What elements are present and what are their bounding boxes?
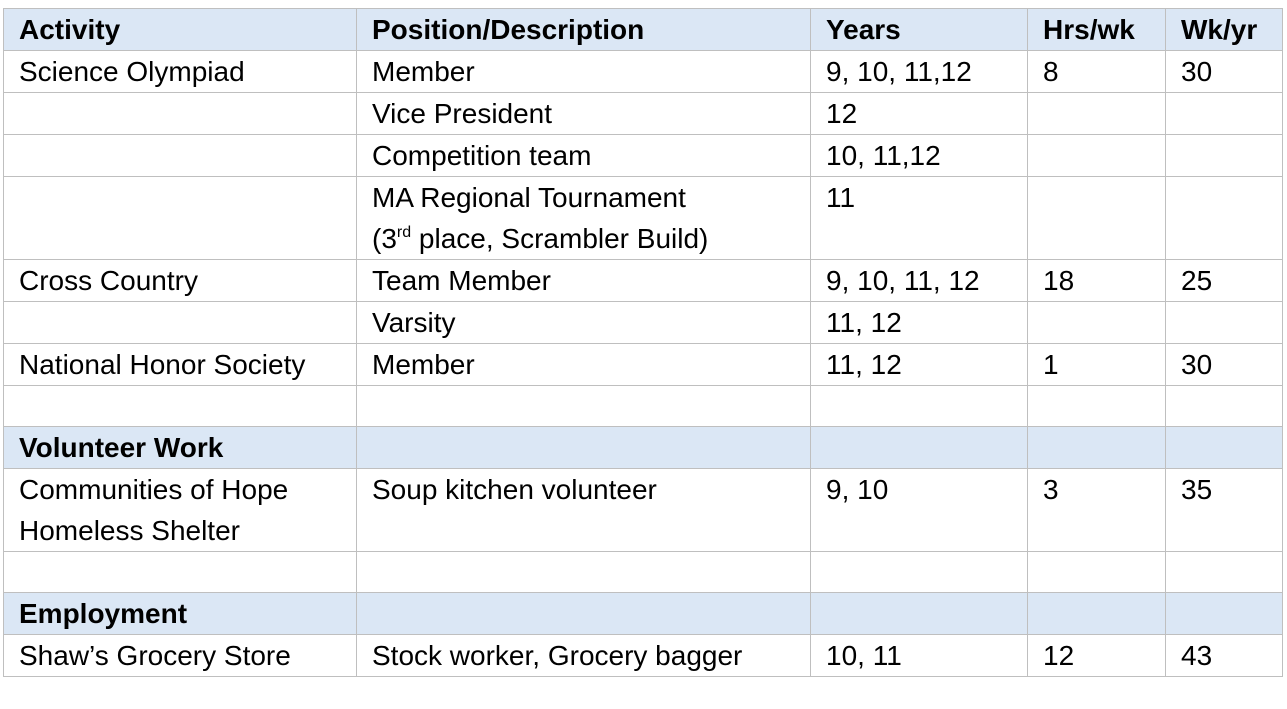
header-hrs-wk: Hrs/wk [1027,8,1166,51]
position-text: place, Scrambler Build) [411,223,709,254]
empty-cell [3,385,357,427]
header-activity: Activity [3,8,357,51]
table-row: Competition team 10, 11,12 [3,134,1283,177]
activity-cell [3,134,357,177]
empty-cell [810,592,1028,635]
years-cell: 9, 10, 11,12 [810,50,1028,93]
years-cell: 10, 11 [810,634,1028,677]
wks-cell [1165,301,1283,344]
table-row: Science Olympiad Member 9, 10, 11,12 8 3… [3,50,1283,93]
years-cell: 11 [810,176,1028,260]
table-row: Shaw’s Grocery Store Stock worker, Groce… [3,634,1283,677]
table-row: Vice President 12 [3,92,1283,135]
table-row: MA Regional Tournament (3rd place, Scram… [3,176,1283,260]
activity-cell [3,176,357,260]
hrs-cell: 8 [1027,50,1166,93]
wks-cell [1165,92,1283,135]
section-header-employment: Employment [3,592,1283,635]
activity-cell: National Honor Society [3,343,357,386]
empty-cell [1027,426,1166,469]
activity-cell [3,92,357,135]
position-cell: Vice President [356,92,811,135]
table-row: Cross Country Team Member 9, 10, 11, 12 … [3,259,1283,302]
years-cell: 9, 10 [810,468,1028,552]
position-cell: Stock worker, Grocery bagger [356,634,811,677]
activities-table: Activity Position/Description Years Hrs/… [3,8,1283,677]
wks-cell [1165,134,1283,177]
activity-cell [3,301,357,344]
empty-cell [1165,426,1283,469]
empty-cell [1027,385,1166,427]
section-title: Employment [3,592,357,635]
empty-cell [810,426,1028,469]
years-cell: 10, 11,12 [810,134,1028,177]
wks-cell: 35 [1165,468,1283,552]
empty-cell [3,551,357,593]
position-cell: Member [356,50,811,93]
empty-cell [810,551,1028,593]
wks-cell: 30 [1165,343,1283,386]
table-row: Varsity 11, 12 [3,301,1283,344]
empty-cell [810,385,1028,427]
activity-cell: Shaw’s Grocery Store [3,634,357,677]
empty-row [3,385,1283,427]
position-cell: Member [356,343,811,386]
activity-line: Homeless Shelter [19,515,240,546]
position-cell: Soup kitchen volunteer [356,468,811,552]
wks-cell: 30 [1165,50,1283,93]
position-cell: MA Regional Tournament (3rd place, Scram… [356,176,811,260]
position-cell: Competition team [356,134,811,177]
header-position: Position/Description [356,8,811,51]
years-cell: 12 [810,92,1028,135]
empty-cell [356,385,811,427]
hrs-cell: 3 [1027,468,1166,552]
hrs-cell [1027,92,1166,135]
activity-cell: Communities of Hope Homeless Shelter [3,468,357,552]
header-years: Years [810,8,1028,51]
activity-line: Communities of Hope [19,474,289,505]
hrs-cell [1027,176,1166,260]
table-row: National Honor Society Member 11, 12 1 3… [3,343,1283,386]
header-row: Activity Position/Description Years Hrs/… [3,8,1283,51]
activity-cell: Cross Country [3,259,357,302]
years-cell: 11, 12 [810,343,1028,386]
empty-cell [1165,592,1283,635]
wks-cell: 43 [1165,634,1283,677]
hrs-cell: 18 [1027,259,1166,302]
hrs-cell: 12 [1027,634,1166,677]
years-cell: 9, 10, 11, 12 [810,259,1028,302]
years-cell: 11, 12 [810,301,1028,344]
empty-cell [1027,592,1166,635]
position-cell: Team Member [356,259,811,302]
wks-cell: 25 [1165,259,1283,302]
activity-cell: Science Olympiad [3,50,357,93]
empty-cell [1165,385,1283,427]
position-cell: Varsity [356,301,811,344]
empty-cell [356,592,811,635]
empty-cell [356,426,811,469]
empty-cell [1165,551,1283,593]
table-row: Communities of Hope Homeless Shelter Sou… [3,468,1283,552]
position-line: (3rd place, Scrambler Build) [372,218,810,259]
empty-cell [1027,551,1166,593]
hrs-cell [1027,134,1166,177]
hrs-cell [1027,301,1166,344]
hrs-cell: 1 [1027,343,1166,386]
section-header-volunteer: Volunteer Work [3,426,1283,469]
ordinal-suffix: rd [396,224,412,241]
empty-row [3,551,1283,593]
empty-cell [356,551,811,593]
position-text: (3 [372,223,397,254]
header-wk-yr: Wk/yr [1165,8,1283,51]
section-title: Volunteer Work [3,426,357,469]
position-line: MA Regional Tournament [372,182,686,213]
wks-cell [1165,176,1283,260]
